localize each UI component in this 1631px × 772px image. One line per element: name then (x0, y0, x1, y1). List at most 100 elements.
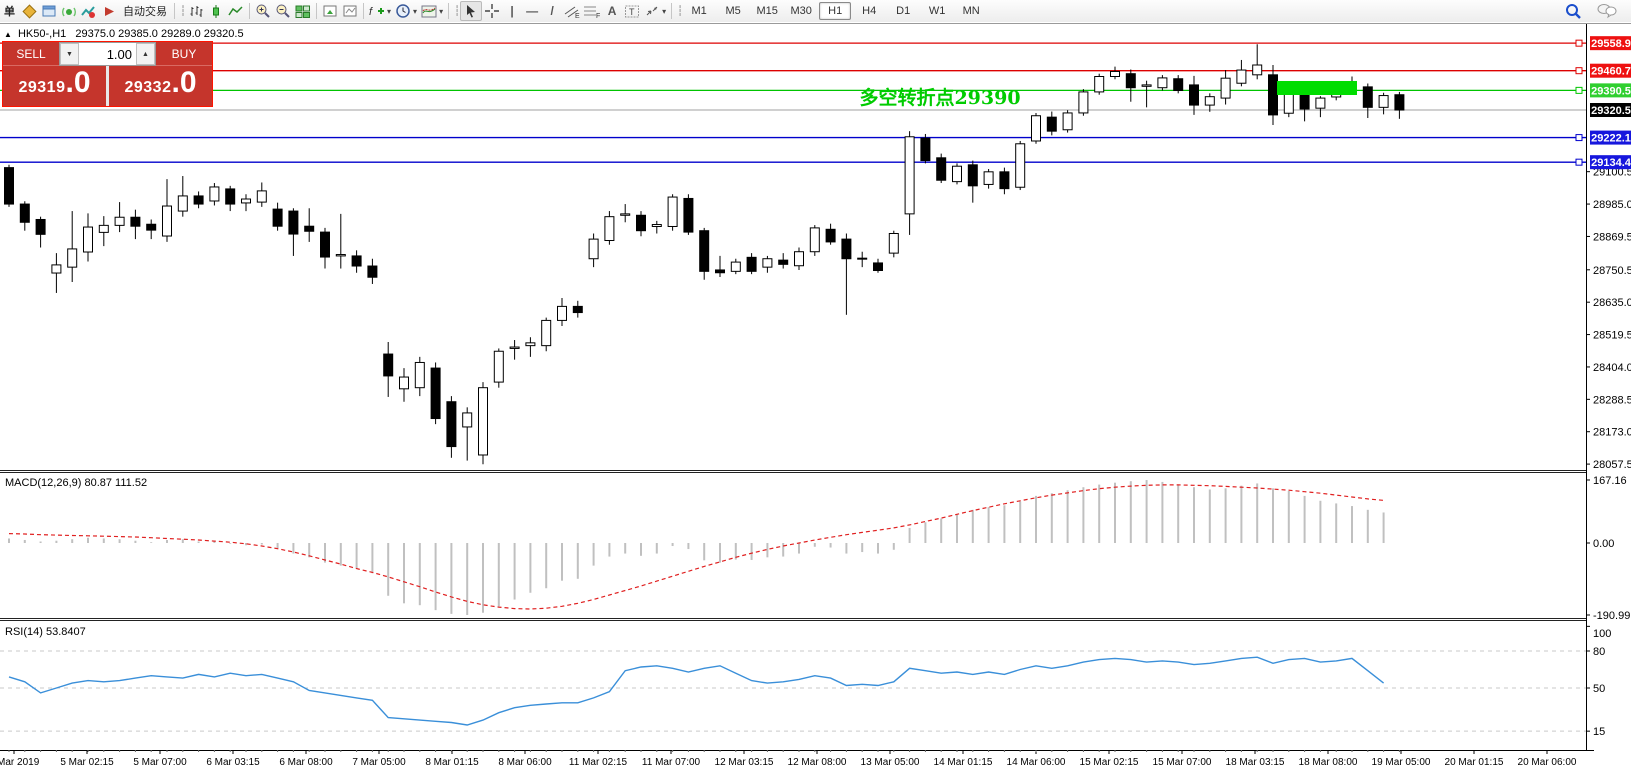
strategy-tester-icon[interactable] (340, 2, 360, 20)
tile-windows-icon[interactable] (293, 2, 313, 20)
candle-body (904, 136, 915, 215)
time-tick-label: 6 Mar 03:15 (206, 757, 260, 768)
candle-body (620, 213, 631, 216)
time-tick-label: 14 Mar 06:00 (1007, 757, 1066, 768)
object-lines[interactable] (0, 39, 1586, 166)
chart-symbol-label: HK50-,H1 (17, 28, 67, 40)
price-tick-label: 28635.0 (1593, 297, 1631, 309)
time-tick-label: 11 Mar 07:00 (642, 757, 701, 768)
tf-button-m1[interactable]: M1 (691, 5, 707, 17)
label-tool-icon[interactable]: T (622, 2, 642, 20)
data-window-icon[interactable] (320, 2, 340, 20)
arrows-tool-icon[interactable] (642, 2, 662, 20)
zoom-in-icon[interactable] (253, 2, 273, 20)
tf-button-d1[interactable]: D1 (896, 5, 911, 17)
pivot-annotation-text[interactable]: 多空转折点29390 (859, 86, 1020, 109)
candle-body (683, 197, 694, 233)
candle-body (462, 412, 473, 428)
one-click-trading-panel: SELL ▼ 1.00 ▲ BUY 29319.0 29332.0 (2, 41, 213, 107)
highlight-rectangle[interactable] (1277, 80, 1357, 96)
rsi-axis-label: 50 (1593, 683, 1605, 695)
candle-body (225, 188, 236, 205)
crosshair-tool-icon[interactable] (482, 2, 502, 20)
candle-body (478, 387, 488, 456)
buy-price-display[interactable]: 29332.0 (109, 66, 212, 106)
buy-button[interactable]: BUY (156, 42, 212, 66)
add-indicator-icon[interactable]: f (367, 2, 387, 20)
time-tick-label: 11 Mar 02:15 (569, 757, 628, 768)
candle-body (730, 261, 741, 272)
price-tick-label: 28057.5 (1593, 459, 1631, 471)
chevron-down-icon[interactable]: ▾ (413, 6, 418, 16)
rsi-line (8, 656, 1385, 726)
trendline-tool-icon[interactable]: / (550, 4, 554, 18)
candle-body (715, 269, 725, 274)
new-chart-icon[interactable] (39, 2, 59, 20)
vertical-line-tool-icon[interactable]: | (510, 4, 514, 18)
rsi-axis-label: 80 (1593, 646, 1605, 658)
volume-value[interactable]: 1.00 (106, 46, 132, 62)
time-tick-label: 5 Mar 07:00 (133, 757, 187, 768)
candle-body (746, 256, 757, 272)
signals-icon[interactable] (59, 2, 79, 20)
price-badge-label: 29222.1 (1591, 133, 1631, 145)
period-clock-icon[interactable] (393, 2, 413, 20)
candle-body (35, 218, 46, 235)
candle-body (778, 259, 789, 265)
candle-body (1046, 116, 1057, 132)
candle-body (1362, 86, 1373, 108)
line-chart-mode-icon[interactable] (226, 2, 246, 20)
fibonacci-tool-icon[interactable]: F (582, 2, 602, 20)
candle-body (888, 232, 899, 254)
chat-icon[interactable] (1597, 2, 1617, 20)
time-axis[interactable]: 4 Mar 2019 5 Mar 02:15 5 Mar 07:00 6 Mar 03… (0, 750, 1577, 768)
candle-chart-mode-icon[interactable] (206, 2, 226, 20)
candle-body (967, 164, 978, 187)
candle-body (509, 346, 520, 349)
cursor-tool-icon[interactable] (460, 1, 483, 21)
autotrade-icon[interactable] (99, 2, 119, 20)
new-order-icon[interactable] (19, 2, 39, 20)
buy-price-decimal: .0 (171, 66, 197, 99)
template-icon[interactable] (419, 2, 439, 20)
tf-button-m30[interactable]: M30 (790, 5, 812, 17)
chevron-down-icon[interactable]: ▾ (387, 6, 392, 16)
text-tool-icon[interactable]: A (607, 4, 617, 18)
chevron-down-icon[interactable]: ▾ (662, 6, 667, 16)
line-endpoint-marker (1575, 158, 1583, 166)
autotrade-button[interactable]: 自动交易 (123, 6, 167, 18)
volume-decrease-button[interactable]: ▼ (60, 43, 79, 65)
candle-body (383, 353, 394, 377)
candle-body (493, 350, 504, 383)
toolbar-separator (249, 3, 251, 19)
candle-body (1125, 73, 1136, 89)
time-tick-label: 20 Mar 01:15 (1445, 757, 1504, 768)
chart-canvas[interactable]: 多空转折点29390 29100.5 28985.0 28869.5 28750.5 28… (0, 22, 1631, 772)
candle-body (367, 265, 378, 278)
new-order-partial-button[interactable]: 单 (4, 6, 15, 18)
channel-tool-icon[interactable]: E (562, 2, 582, 20)
tf-button-h4[interactable]: H4 (862, 5, 877, 17)
horizontal-line-tool-icon[interactable]: — (526, 4, 539, 18)
tf-button-m15[interactable]: M15 (756, 5, 778, 17)
candle-body (541, 319, 552, 347)
sell-price-display[interactable]: 29319.0 (3, 66, 106, 106)
sell-button[interactable]: SELL (3, 42, 59, 66)
market-icon[interactable] (79, 2, 99, 20)
candle-body (1378, 95, 1389, 108)
time-tick-label: 14 Mar 01:15 (934, 757, 993, 768)
line-endpoint-marker (1575, 86, 1583, 94)
time-tick-label: 12 Mar 08:00 (788, 757, 847, 768)
candle-body (857, 257, 868, 260)
tf-button-w1[interactable]: W1 (928, 5, 946, 17)
chevron-down-icon[interactable]: ▾ (439, 6, 444, 16)
candle-body (1220, 77, 1231, 99)
volume-increase-button[interactable]: ▲ (136, 43, 155, 65)
tf-button-h1[interactable]: H1 (819, 2, 852, 20)
search-icon[interactable] (1563, 2, 1583, 20)
zoom-out-icon[interactable] (273, 2, 293, 20)
tf-button-mn[interactable]: MN (962, 5, 980, 17)
tf-button-m5[interactable]: M5 (725, 5, 741, 17)
buy-price-main: 29332 (124, 79, 172, 96)
bar-chart-mode-icon[interactable] (186, 2, 206, 20)
